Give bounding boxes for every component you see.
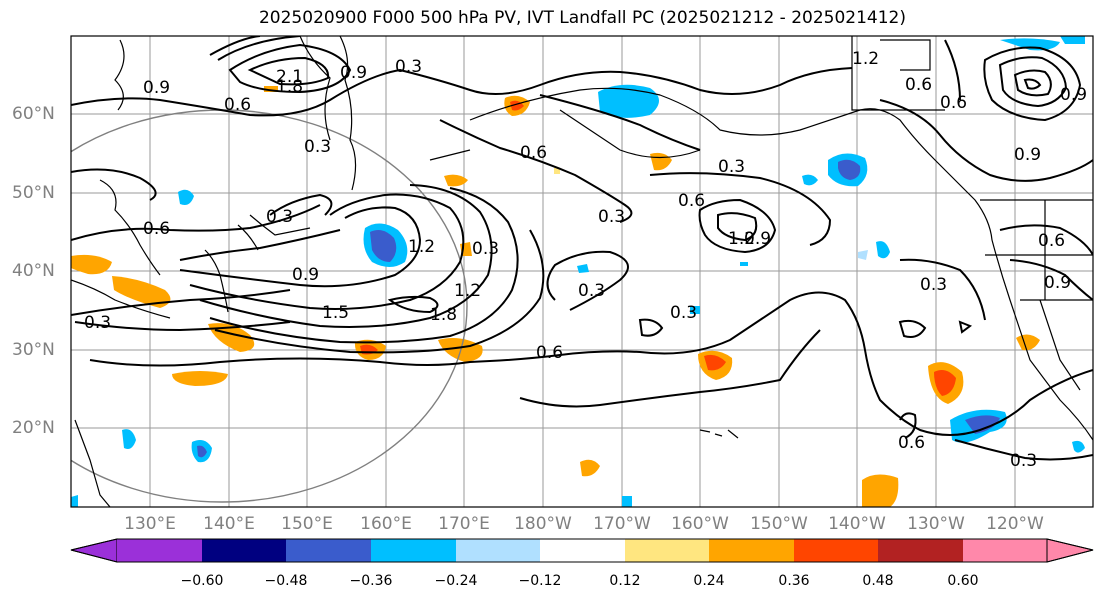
lat-label: 50°N [12,183,55,203]
contour-label: 0.3 [1010,451,1037,471]
contour-label: 1.2 [408,237,435,257]
lon-label: 170°W [593,514,651,534]
colorbar-tick-label: 0.36 [778,573,810,589]
colorbar-outline [70,538,1094,563]
contour-label: 0.6 [940,93,967,113]
lon-label: 140°E [203,514,255,534]
colorbar-tick-label: −0.24 [434,573,478,589]
contour-label: 0.9 [744,229,771,249]
colorbar-bin [202,539,286,562]
gridlines [71,36,1093,507]
contour-label: 0.6 [1038,231,1065,251]
colorbar-tick-label: 0.60 [947,573,979,589]
lon-label: 130°W [907,514,965,534]
lat-label: 20°N [12,418,55,438]
contour-label: 0.6 [678,191,705,211]
lat-label: 60°N [12,104,55,124]
contour-label: 2.1 [276,67,303,87]
contour-label: 0.3 [266,207,293,227]
contour-label: 0.9 [143,78,170,98]
colorbar-bin [709,539,794,562]
contour-label: 1.5 [322,303,349,323]
contour-label: 0.6 [224,95,251,115]
colorbar-extend-low [70,538,118,563]
colorbar-extend-high [1046,538,1094,563]
colorbar-tick-label: −0.12 [518,573,562,589]
contour-label: 0.6 [536,343,563,363]
lon-label: 140°W [828,514,886,534]
contour-label: 0.9 [1014,145,1041,165]
contour-label: 0.6 [898,433,925,453]
contour-label: 0.3 [304,137,331,157]
contour-label: 0.3 [598,207,625,227]
colorbar-tick-label: −0.60 [180,573,224,589]
contour-label: 0.6 [905,75,932,95]
contour-label: 0.3 [670,303,697,323]
colorbar-bin [878,539,963,562]
lon-label: 180°W [514,514,572,534]
colorbar-extend-high-fill [963,539,1047,562]
colorbar-tick-label: −0.36 [349,573,393,589]
colorbar-extend-low-fill [117,539,202,562]
lon-label: 130°E [124,514,176,534]
contour-label: 1.8 [276,77,303,97]
lon-label: 150°W [750,514,808,534]
plot-frame [70,35,1094,508]
colorbar-bin [456,539,540,562]
colorbar [70,538,1094,563]
lon-label: 120°W [986,514,1044,534]
colorbar-tick-label: −0.48 [264,573,308,589]
contour-label: 0.9 [1060,85,1087,105]
contour-label: 1.8 [430,305,457,325]
contour-label: 0.3 [395,57,422,77]
colorbar-bin [286,539,371,562]
contour-label: 1.2 [454,281,481,301]
contour-label: 0.3 [472,239,499,259]
lat-label: 30°N [12,340,55,360]
map-title: 2025020900 F000 500 hPa PV, IVT Landfall… [258,8,906,28]
lat-label: 40°N [12,261,55,281]
contour-label: 0.6 [143,219,170,239]
contour-label: 0.3 [84,313,111,333]
coastlines [71,36,1093,507]
contour-label: 0.9 [1044,273,1071,293]
contour-label: 0.3 [718,157,745,177]
contour-label: 0.9 [292,265,319,285]
colorbar-bin [540,539,625,562]
colorbar-tick-label: 0.12 [609,573,641,589]
lon-label: 160°W [671,514,729,534]
lon-label: 160°E [360,514,412,534]
colorbar-tick-label: 0.24 [693,573,725,589]
lon-label: 150°E [281,514,333,534]
contour-label: 1.2 [728,229,755,249]
colorbar-bin [625,539,709,562]
colorbar-tick-label: 0.48 [862,573,894,589]
pv-contours [71,36,1093,461]
colorbar-bin [371,539,456,562]
contour-label: 0.3 [920,275,947,295]
pv-shading [71,36,1085,507]
colorbar-bin [794,539,878,562]
contour-label: 0.3 [578,281,605,301]
contour-label: 1.2 [852,49,879,69]
contour-label: 0.6 [520,143,547,163]
lon-label: 170°E [438,514,490,534]
contour-label: 0.9 [340,63,367,83]
contour-labels: 0.9 2.1 1.8 0.9 0.3 0.6 0.3 0.6 0.3 0.6 … [84,49,1087,471]
